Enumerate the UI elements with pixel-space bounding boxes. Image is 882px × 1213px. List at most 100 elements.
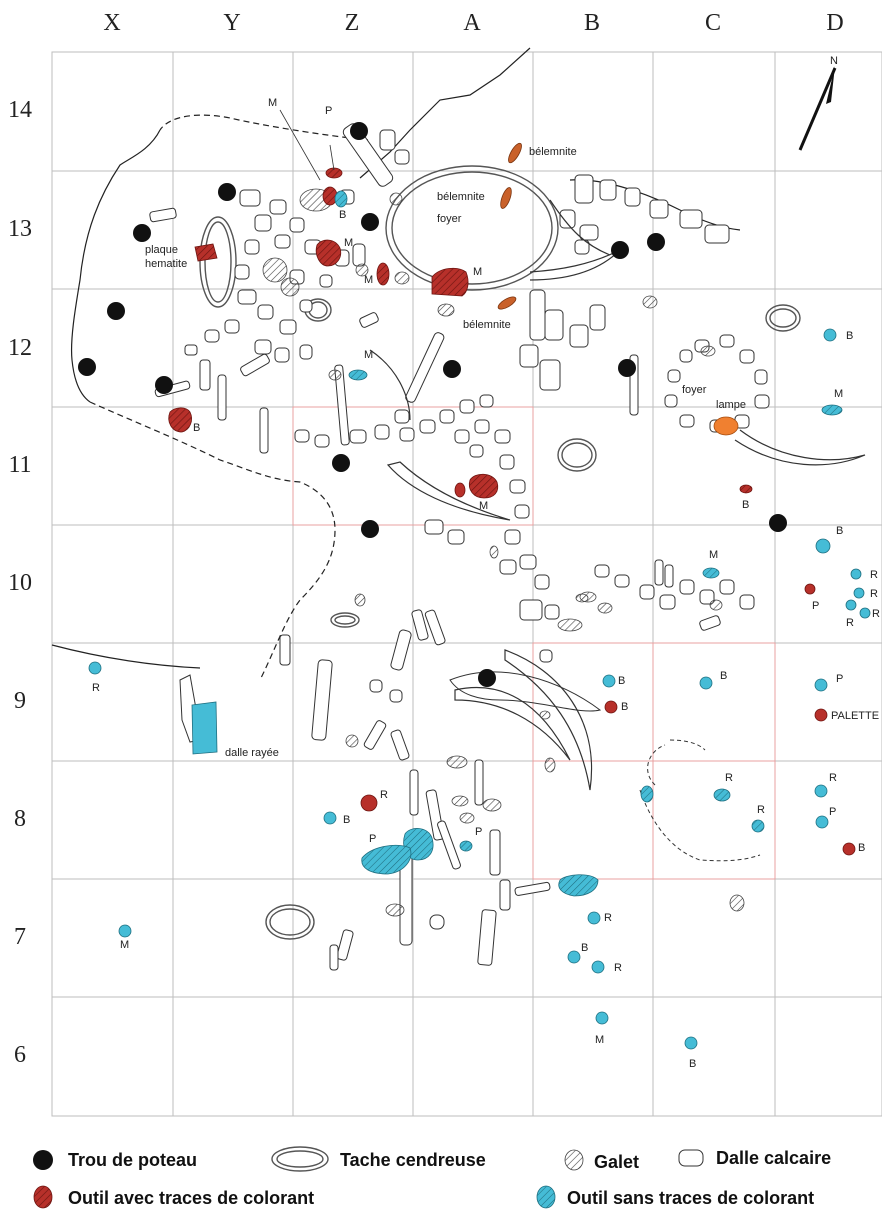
col-header-c: C [705,10,721,36]
ash-patch-z7 [265,904,315,940]
outline-solid-north [359,47,531,179]
tool-code: M [595,1034,604,1046]
tool-code: B [689,1058,696,1070]
tool-code: B [621,701,628,713]
pebbles [262,188,745,917]
outline-dashed-north [159,114,369,141]
row-header-11: 11 [8,452,31,478]
outline-solid-southwest [51,644,201,669]
tool-code: P [369,833,376,845]
row-header-14: 14 [8,97,32,123]
ash-ring-icon [271,1146,329,1172]
legend-without-colorant: Outil sans traces de colorant [536,1185,814,1209]
legend-with-colorant-label: Outil avec traces de colorant [68,1188,314,1208]
tool-code: B [193,422,200,434]
row-header-8: 8 [14,806,26,832]
label-dalle-rayee: dalle rayée [225,747,279,759]
tool-code: M [364,274,373,286]
col-header-y: Y [223,10,240,36]
tool-code: B [343,814,350,826]
tools-without-colorant [88,190,871,1050]
tool-code: M [120,939,129,951]
tool-code: R [757,804,765,816]
tool-code: P [812,600,819,612]
grid [51,51,882,1117]
dalle-rayee-mark [191,701,218,755]
row-header-12: 12 [8,335,32,361]
tool-code: P [829,806,836,818]
legend-ash-label: Tache cendreuse [340,1150,486,1170]
label-foyer-lampe-2: lampe [716,399,746,411]
tool-code: B [742,499,749,511]
ash-patch-d12 [765,304,801,332]
feature-labels: bélemnite bélemnite foyer bélemnite plaq… [145,146,879,759]
row-header-10: 10 [8,570,32,596]
column-headers: X Y Z A B C D [103,10,843,36]
col-header-a: A [463,10,481,36]
tool-code: B [581,942,588,954]
outline-dashed-west [89,401,336,681]
legend: Trou de poteau Tache cendreuse Galet Dal… [33,1146,831,1209]
north-arrow-head-icon [826,66,835,104]
tool-code: B [720,670,727,682]
tool-code: B [618,675,625,687]
tool-code: R [870,569,878,581]
tool-code: R [872,608,880,620]
label-belemnite-1: bélemnite [529,146,577,158]
tusk-b9 [504,649,592,791]
pebble-icon [564,1149,584,1171]
ash-patches [199,165,801,940]
label-leaders [279,109,335,181]
col-header-x: X [103,10,120,36]
col-header-z: Z [345,10,360,36]
tools-with-colorant [168,167,856,856]
posthole-icon [33,1150,53,1170]
tool-code: R [725,772,733,784]
label-hematite: hematite [145,258,187,270]
ash-patch-b11 [557,438,597,472]
col-header-b: B [584,10,600,36]
label-foyer-lampe-1: foyer [682,384,707,396]
tool-code: M [268,97,277,109]
tool-code: M [834,388,843,400]
legend-without-colorant-label: Outil sans traces de colorant [567,1188,814,1208]
tool-code: B [858,842,865,854]
ash-patch-y13 [199,216,237,308]
tusk-a11 [386,461,511,521]
belemnite-mark-2 [500,187,512,209]
row-header-6: 6 [14,1042,26,1068]
tool-code: R [604,912,612,924]
legend-with-colorant: Outil avec traces de colorant [33,1185,314,1209]
tool-code: R [380,789,388,801]
legend-posthole: Trou de poteau [33,1150,197,1170]
belemnite-mark-1 [508,142,522,164]
legend-slab: Dalle calcaire [678,1148,831,1168]
tool-code: M [364,349,373,361]
slab-icon [678,1149,704,1167]
tool-code: R [846,617,854,629]
label-plaque: plaque [145,244,178,256]
tusk-z12 [369,349,411,421]
tool-code: M [344,237,353,249]
ash-patch-foyer [385,165,559,291]
tool-codes: M P B M M M M B B M B M M B R R R R P B … [92,97,880,1070]
limestone-slabs [149,123,770,971]
row-headers: 14 13 12 11 10 9 8 7 6 [8,97,32,1068]
excavated-squares [292,406,776,880]
grid-frame [51,51,882,1117]
belemnites [497,142,522,310]
tool-code: R [614,962,622,974]
red-tool-icon [33,1185,53,1209]
tool-code: P [325,105,332,117]
tool-code: B [836,525,843,537]
north-arrow: N [798,55,838,151]
legend-ash: Tache cendreuse [271,1146,486,1172]
tool-code: M [709,549,718,561]
tool-code: R [92,682,100,694]
row-header-13: 13 [8,216,32,242]
lamp-mark [713,416,739,436]
legend-pebble: Galet [564,1149,639,1172]
legend-pebble-label: Galet [594,1152,639,1172]
tool-code: B [339,209,346,221]
